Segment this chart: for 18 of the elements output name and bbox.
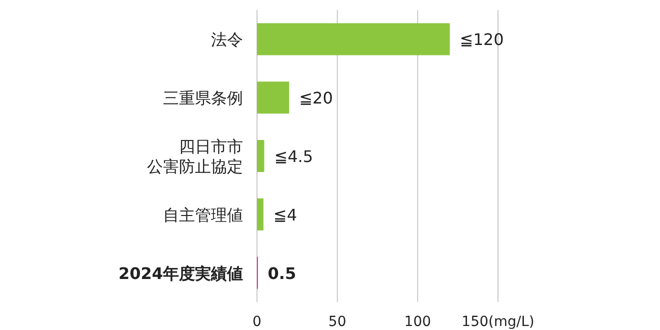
bar <box>257 23 450 56</box>
y-tick-label: 三重県条例 <box>163 88 243 108</box>
bar <box>257 82 290 114</box>
x-tick-label: 150(mg/L) <box>462 314 534 330</box>
data-label: ≦120 <box>460 30 504 50</box>
x-tick-label: 0 <box>252 314 262 330</box>
y-tick-label: 四日市市公害防止協定 <box>147 137 243 176</box>
x-tick-label: 50 <box>328 314 346 330</box>
y-tick-label: 2024年度実績値 <box>118 264 243 283</box>
x-tick-label: 100 <box>404 314 432 330</box>
bar <box>257 198 264 230</box>
data-label: ≦4 <box>273 205 298 224</box>
data-label: ≦20 <box>299 88 333 108</box>
y-tick-label: 自主管理値 <box>163 205 243 224</box>
data-label: 0.5 <box>268 264 296 283</box>
data-label: ≦4.5 <box>274 147 314 166</box>
bar <box>257 140 264 172</box>
y-tick-label: 法令 <box>211 30 243 50</box>
